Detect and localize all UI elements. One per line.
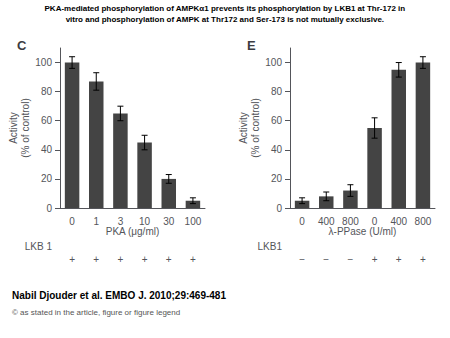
svg-text:30: 30 [163,216,175,227]
svg-text:10: 10 [139,216,151,227]
svg-text:800: 800 [342,216,359,227]
svg-text:400: 400 [318,216,335,227]
svg-text:1: 1 [93,216,99,227]
svg-text:+: + [142,254,148,265]
svg-text:−: − [299,254,305,265]
svg-text:PKA-mediated phosphorylation o: PKA-mediated phosphorylation of AMPKα1 p… [45,4,406,13]
svg-text:© as stated in the article, fi: © as stated in the article, figure or fi… [12,308,180,317]
svg-text:800: 800 [415,216,432,227]
svg-text:0: 0 [372,216,378,227]
svg-text:20: 20 [271,173,283,184]
svg-text:(% of control): (% of control) [20,98,31,157]
svg-text:vitro and phosphorylation of A: vitro and phosphorylation of AMPK at Thr… [66,15,384,24]
svg-text:20: 20 [41,173,53,184]
svg-text:+: + [166,254,172,265]
svg-text:+: + [93,254,99,265]
svg-text:−: − [347,254,353,265]
svg-text:+: + [396,254,402,265]
svg-text:0: 0 [46,203,52,214]
svg-text:Activity: Activity [238,112,249,144]
svg-text:LKB1: LKB1 [258,241,283,252]
svg-text:80: 80 [271,86,283,97]
svg-text:−: − [323,254,329,265]
svg-text:+: + [372,254,378,265]
svg-text:E: E [247,38,256,53]
svg-text:100: 100 [185,216,202,227]
svg-text:PKA (μg/ml): PKA (μg/ml) [106,226,160,237]
svg-text:60: 60 [271,115,283,126]
svg-text:0: 0 [69,216,75,227]
svg-text:C: C [17,38,27,53]
svg-text:λ-PPase (U/ml): λ-PPase (U/ml) [329,226,397,237]
svg-text:80: 80 [41,86,53,97]
svg-text:40: 40 [271,144,283,155]
svg-text:LKB 1: LKB 1 [25,241,53,252]
svg-text:+: + [69,254,75,265]
svg-text:3: 3 [118,216,124,227]
svg-text:+: + [420,254,426,265]
svg-text:40: 40 [41,144,53,155]
svg-text:(% of control): (% of control) [250,98,261,157]
svg-text:0: 0 [299,216,305,227]
svg-text:60: 60 [41,115,53,126]
svg-text:Nabil Djouder et al. EMBO J. 2: Nabil Djouder et al. EMBO J. 2010;29:469… [12,290,226,301]
svg-text:+: + [190,254,196,265]
svg-text:0: 0 [276,203,282,214]
svg-text:Activity: Activity [8,112,19,144]
svg-text:+: + [117,254,123,265]
svg-text:100: 100 [265,57,282,68]
svg-text:100: 100 [35,57,52,68]
svg-text:400: 400 [390,216,407,227]
